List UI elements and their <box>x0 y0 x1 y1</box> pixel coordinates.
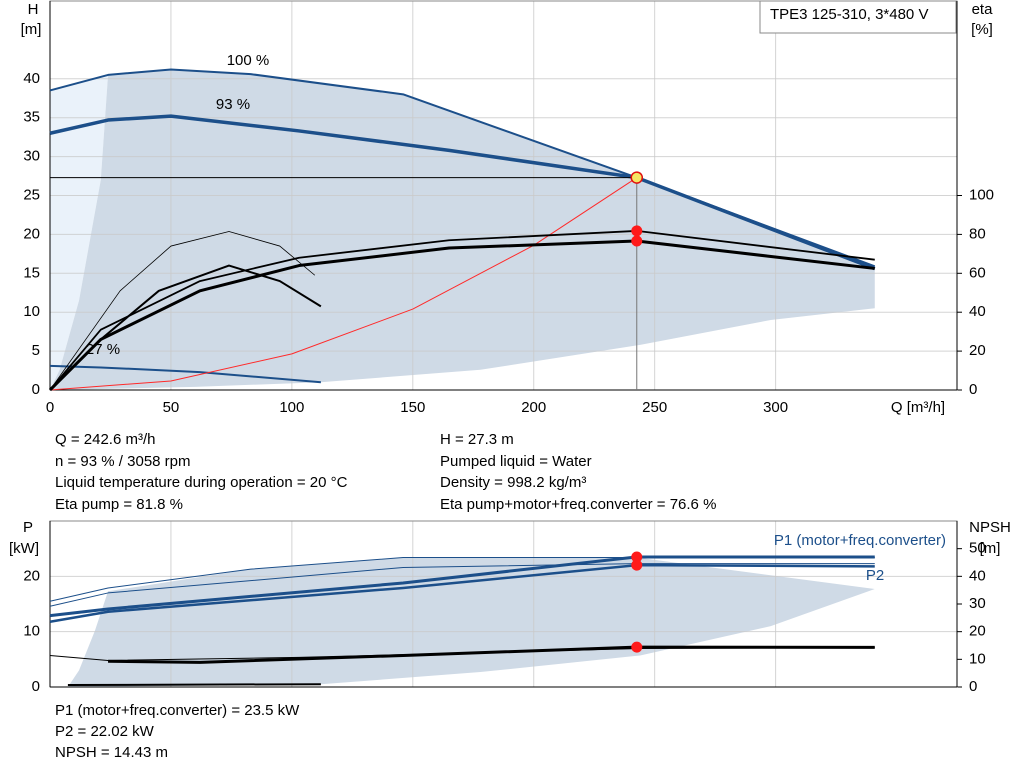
y2-tick-label: 60 <box>969 264 986 281</box>
duty-point <box>630 171 644 184</box>
info-text: Eta pump = 81.8 % <box>55 496 183 513</box>
x-tick-label: 300 <box>763 399 788 416</box>
operating-area <box>50 74 109 390</box>
curve <box>49 177 638 391</box>
y2-tick-label: 40 <box>969 303 986 320</box>
y2-axis-label: [m] <box>980 540 1001 557</box>
curve <box>49 563 875 607</box>
y2-tick-label: 80 <box>969 225 986 242</box>
x-tick-label: 200 <box>521 399 546 416</box>
y-tick-label: 15 <box>23 264 40 281</box>
chart-title: TPE3 125-310, 3*480 V <box>770 6 928 23</box>
info-text: Liquid temperature during operation = 20… <box>55 474 348 491</box>
y2-tick-label: 30 <box>969 595 986 612</box>
y2-tick-label: 50 <box>969 540 986 557</box>
duty-point <box>631 235 643 247</box>
x-tick-label: 250 <box>642 399 667 416</box>
duty-point <box>631 559 643 571</box>
x-tick-label: 50 <box>163 399 180 416</box>
y-axis-label: H <box>28 1 39 18</box>
curve-label: 100 % <box>227 52 270 69</box>
y-tick-label: 10 <box>23 303 40 320</box>
curve-label: 93 % <box>216 96 250 113</box>
y-tick-label: 5 <box>32 342 40 359</box>
info-text: P2 = 22.02 kW <box>55 723 155 740</box>
y-tick-label: 20 <box>23 225 40 242</box>
x-axis-label: Q [m³/h] <box>891 399 945 416</box>
curve <box>49 555 875 618</box>
y2-axis-label: NPSH <box>969 519 1011 536</box>
y-axis-label: [kW] <box>9 540 39 557</box>
y-tick-label: 30 <box>23 148 40 165</box>
duty-point <box>631 225 643 237</box>
curve <box>67 683 321 687</box>
operating-area <box>50 69 875 391</box>
y2-tick-label: 20 <box>969 623 986 640</box>
y-tick-label: 40 <box>23 70 40 87</box>
x-tick-label: 150 <box>400 399 425 416</box>
y2-tick-label: 0 <box>969 381 977 398</box>
curve <box>49 563 875 623</box>
info-text: H = 27.3 m <box>440 431 514 448</box>
info-text: Q = 242.6 m³/h <box>55 431 155 448</box>
y-tick-label: 35 <box>23 109 40 126</box>
y2-tick-label: 100 <box>969 186 994 203</box>
y2-axis-label: [%] <box>971 21 993 38</box>
curve <box>49 231 316 391</box>
curve <box>108 645 875 664</box>
y2-tick-label: 10 <box>969 650 986 667</box>
y-tick-label: 10 <box>23 623 40 640</box>
x-tick-label: 0 <box>46 399 54 416</box>
y2-axis-label: eta <box>972 1 994 18</box>
y-axis-label: [m] <box>21 21 42 38</box>
curve-label: P2 <box>866 567 884 584</box>
info-text: P1 (motor+freq.converter) = 23.5 kW <box>55 702 300 719</box>
info-text: n = 93 % / 3058 rpm <box>55 453 191 470</box>
info-text: Eta pump+motor+freq.converter = 76.6 % <box>440 496 716 513</box>
y2-tick-label: 0 <box>969 678 977 695</box>
y-tick-label: 25 <box>23 186 40 203</box>
info-text: NPSH = 14.43 m <box>55 744 168 761</box>
y-tick-label: 0 <box>32 381 40 398</box>
title-box <box>759 0 957 34</box>
y-tick-label: 20 <box>23 567 40 584</box>
info-text: Pumped liquid = Water <box>440 453 592 470</box>
x-tick-label: 100 <box>279 399 304 416</box>
info-text: Density = 998.2 kg/m³ <box>440 474 586 491</box>
y-axis-label: P <box>23 519 33 536</box>
operating-area <box>67 557 875 687</box>
y-tick-label: 0 <box>32 678 40 695</box>
duty-point <box>631 551 643 563</box>
y2-tick-label: 40 <box>969 567 986 584</box>
curve-label: P1 (motor+freq.converter) <box>774 532 946 549</box>
y2-tick-label: 20 <box>969 342 986 359</box>
duty-point <box>631 641 643 653</box>
